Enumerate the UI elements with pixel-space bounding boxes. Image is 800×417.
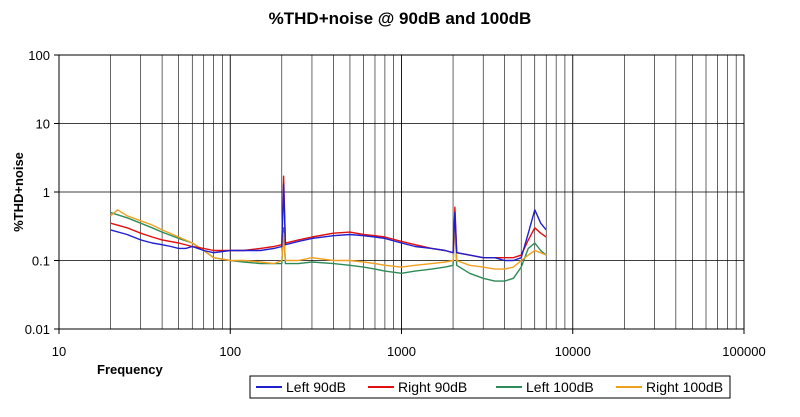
legend-label: Right 90dB [398, 379, 467, 395]
chart-title: %THD+noise @ 90dB and 100dB [269, 9, 532, 28]
legend-label: Right 100dB [646, 379, 723, 395]
grid-lines [58, 54, 744, 330]
legend-label: Left 100dB [526, 379, 594, 395]
y-axis-label: %THD+noise [11, 152, 26, 232]
series-layer [110, 175, 547, 282]
x-axis-label: Frequency [97, 362, 164, 377]
x-tick-label: 100000 [722, 344, 765, 359]
x-tick-label: 10000 [555, 344, 591, 359]
y-axis: 100 10 1 0.1 0.01 [25, 48, 59, 337]
x-tick-label: 10 [52, 344, 66, 359]
x-axis: 10 100 1000 10000 100000 [52, 329, 766, 359]
legend-label: Left 90dB [286, 379, 346, 395]
y-tick-label: 10 [36, 117, 50, 132]
y-tick-label: 100 [28, 48, 50, 63]
y-tick-label: 1 [43, 185, 50, 200]
series-line-left-90db [110, 183, 547, 262]
x-tick-label: 1000 [387, 344, 416, 359]
legend-box [249, 375, 731, 399]
y-tick-label: 0.1 [32, 254, 50, 269]
series-line-left-100db [110, 211, 547, 282]
x-tick-label: 100 [219, 344, 241, 359]
legend: Left 90dB Right 90dB Left 100dB Right 100dB [249, 375, 731, 399]
series-line-right-90db [110, 175, 547, 259]
y-tick-label: 0.01 [25, 322, 50, 337]
series-line-right-100db [110, 209, 547, 270]
